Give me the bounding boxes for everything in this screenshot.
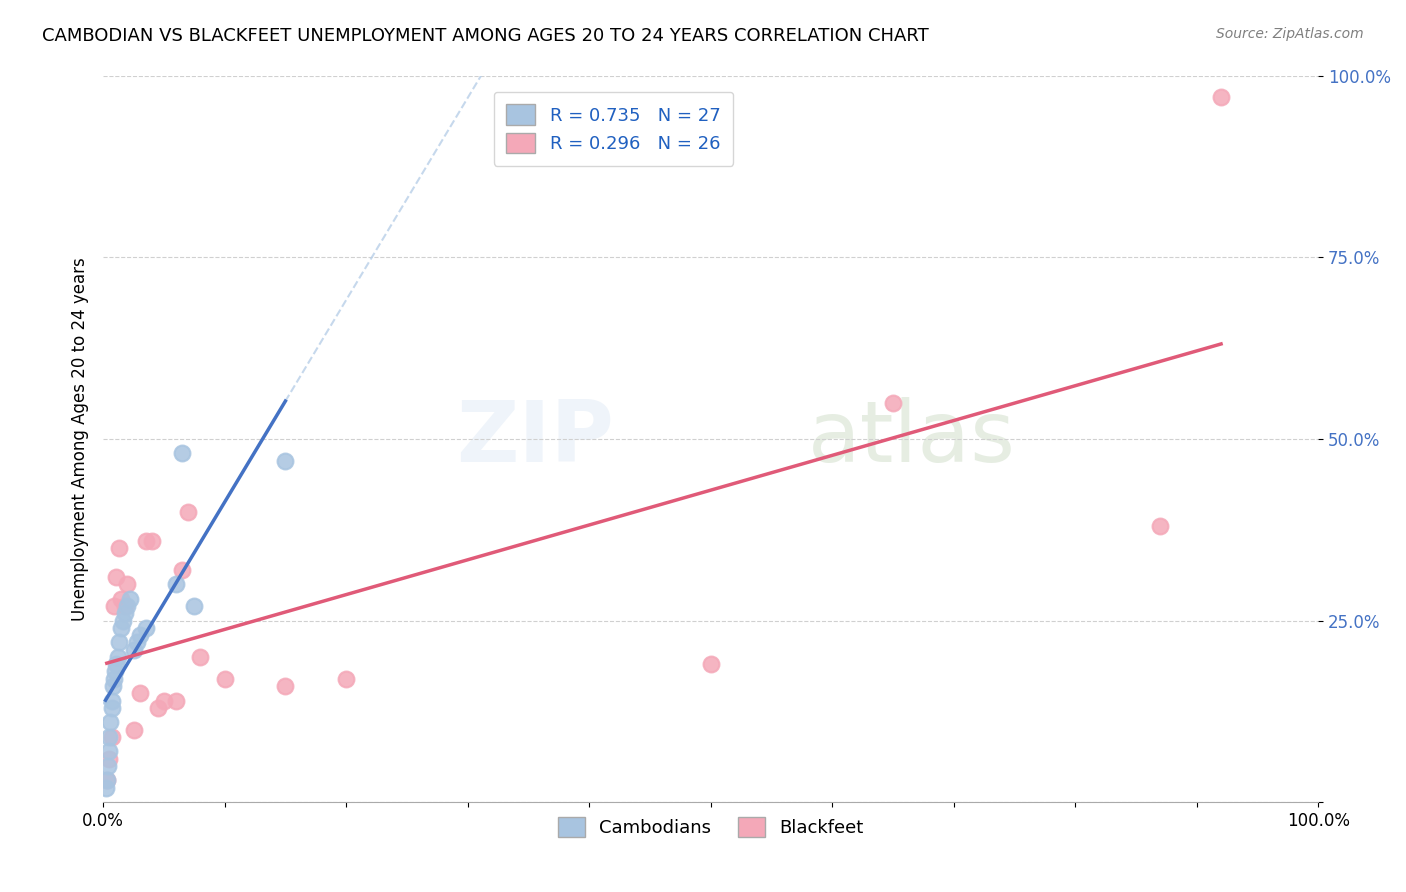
Point: [96, 773, 118, 788]
Point: [127, 635, 149, 649]
Point: [97, 759, 120, 773]
Point: [177, 505, 200, 519]
Point: [104, 665, 127, 679]
Text: CAMBODIAN VS BLACKFEET UNEMPLOYMENT AMONG AGES 20 TO 24 YEARS CORRELATION CHART: CAMBODIAN VS BLACKFEET UNEMPLOYMENT AMON…: [42, 27, 929, 45]
Point: [135, 621, 157, 635]
Point: [108, 541, 131, 555]
Point: [111, 614, 134, 628]
Point: [1209, 90, 1232, 104]
Point: [146, 700, 169, 714]
Point: [96, 773, 118, 788]
Point: [335, 672, 357, 686]
Point: [98, 730, 121, 744]
Point: [101, 679, 124, 693]
Point: [108, 635, 131, 649]
Text: ZIP: ZIP: [456, 398, 613, 481]
Point: [141, 533, 163, 548]
Y-axis label: Unemployment Among Ages 20 to 24 years: Unemployment Among Ages 20 to 24 years: [72, 257, 89, 621]
Text: Source: ZipAtlas.com: Source: ZipAtlas.com: [1216, 27, 1364, 41]
Point: [172, 563, 194, 577]
Point: [165, 693, 187, 707]
Point: [128, 686, 150, 700]
Point: [114, 599, 136, 613]
Point: [118, 591, 141, 606]
Point: [165, 577, 187, 591]
Point: [882, 395, 904, 409]
Point: [128, 628, 150, 642]
Point: [274, 679, 297, 693]
Text: atlas: atlas: [808, 398, 1017, 481]
Point: [100, 693, 122, 707]
Point: [214, 672, 236, 686]
Point: [114, 607, 136, 621]
Point: [122, 723, 145, 737]
Point: [100, 700, 122, 714]
Point: [699, 657, 721, 672]
Point: [110, 591, 132, 606]
Point: [107, 649, 129, 664]
Point: [110, 621, 132, 635]
Point: [103, 599, 125, 613]
Point: [105, 570, 128, 584]
Legend: Cambodians, Blackfeet: Cambodians, Blackfeet: [550, 810, 872, 844]
Point: [94, 780, 117, 795]
Point: [103, 672, 125, 686]
Point: [135, 533, 157, 548]
Point: [172, 446, 194, 460]
Point: [98, 744, 121, 758]
Point: [98, 752, 121, 766]
Point: [122, 642, 145, 657]
Point: [117, 599, 139, 613]
Point: [105, 657, 128, 672]
Point: [274, 453, 297, 467]
Point: [188, 649, 211, 664]
Point: [100, 730, 122, 744]
Point: [117, 577, 139, 591]
Point: [1149, 519, 1171, 533]
Point: [183, 599, 205, 613]
Point: [153, 693, 176, 707]
Point: [100, 715, 122, 730]
